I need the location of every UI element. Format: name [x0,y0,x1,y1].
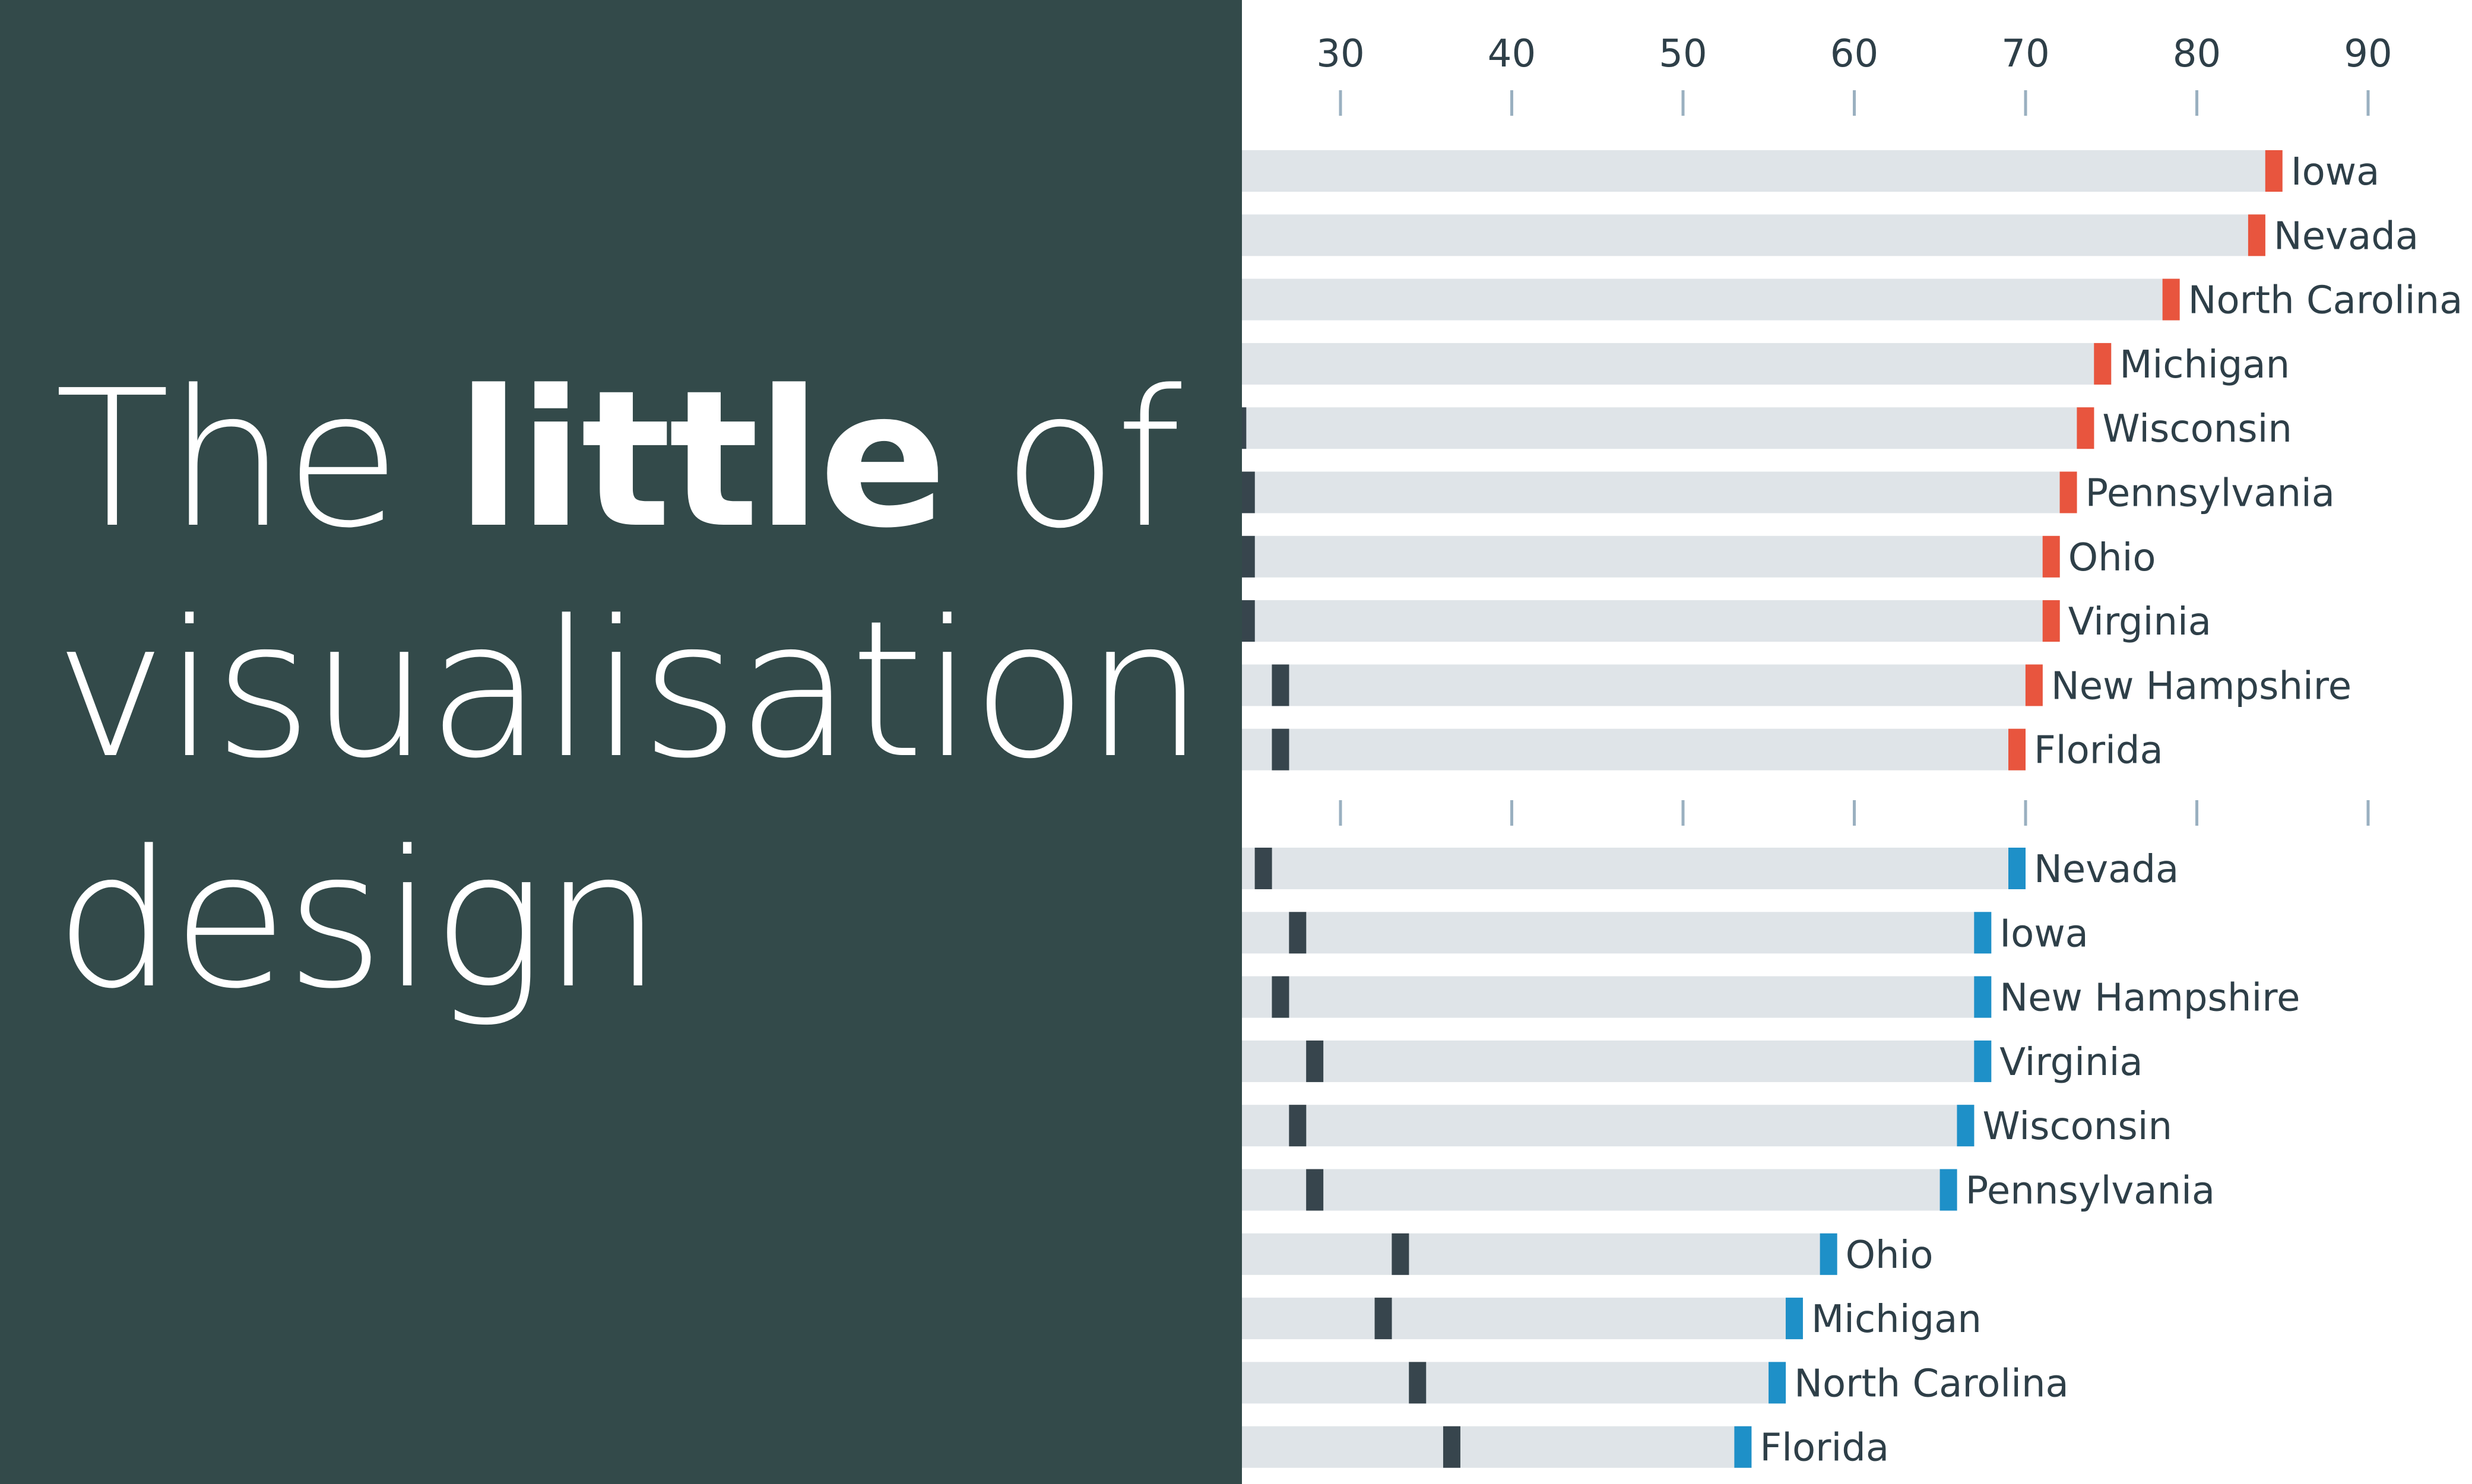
bar-track [1242,1426,1752,1468]
dark-marker [1272,976,1289,1018]
accent-marker [1734,1426,1752,1468]
category-label: Florida [1760,1426,1889,1470]
dark-marker [1306,1040,1324,1082]
accent-marker [1974,1040,1992,1082]
accent-marker [2248,214,2265,256]
category-label: North Carolina [2188,279,2463,323]
bar-track [1242,664,2043,706]
tick-label: 60 [1830,32,1878,76]
dark-marker [1242,471,1255,513]
dark-marker [1392,1233,1409,1275]
bar-track [1242,535,2060,578]
dark-marker [1443,1426,1460,1468]
title-line-3: design [55,810,663,1030]
bar-track [1242,343,2112,385]
bar-track [1242,214,2265,256]
dark-marker [1289,1105,1307,1147]
dark-marker [1306,1169,1324,1211]
category-label: Florida [2034,729,2163,773]
accent-marker [2162,278,2180,321]
category-label: New Hampshire [1999,976,2300,1020]
category-label: Pennsylvania [1966,1169,2215,1213]
category-label: Michigan [2119,343,2290,387]
bar-track [1242,1040,1992,1082]
title-line-2: visualisation [55,580,1205,800]
accent-marker [1820,1233,1837,1275]
category-label: Wisconsin [1982,1105,2172,1149]
title-bold-word: little [456,350,947,569]
bar-track [1242,1233,1837,1275]
page-title: The little of visualisation design [55,344,1205,1035]
accent-marker [1785,1298,1803,1340]
category-label: Iowa [2291,150,2380,194]
tick-label: 80 [2173,32,2221,76]
tick-label: 90 [2344,32,2392,76]
bar-track [1242,407,2094,449]
dark-marker [1409,1362,1427,1404]
bar-track [1242,1362,1786,1404]
bar-track [1242,600,2060,642]
bar-track [1242,471,2077,513]
category-label: Virginia [2068,600,2211,644]
category-label: Michigan [1811,1298,1982,1342]
accent-marker [2077,407,2094,449]
tick-label: 70 [2001,32,2049,76]
accent-marker [2025,664,2043,706]
accent-marker [1939,1169,1957,1211]
accent-marker [2008,848,2026,889]
title-panel: The little of visualisation design [0,0,1242,1484]
accent-marker [2265,150,2283,192]
bar-track [1242,1105,1975,1147]
bar-track [1242,912,1992,954]
dark-marker [1242,407,1247,449]
category-label: North Carolina [1794,1362,2069,1406]
category-label: Pennsylvania [2086,472,2335,516]
bar-track [1242,1169,1957,1211]
dark-marker [1272,664,1289,706]
category-label: Nevada [2274,214,2419,258]
bar-track [1242,848,2026,889]
dark-marker [1374,1298,1392,1340]
tick-label: 50 [1659,32,1707,76]
bar-track [1242,728,2026,770]
accent-marker [1769,1362,1786,1404]
bar-track [1242,976,1992,1018]
bar-track [1242,278,2180,321]
accent-marker [1957,1105,1975,1147]
accent-marker [2008,728,2026,770]
category-label: Virginia [1999,1041,2143,1085]
accent-marker [2059,471,2077,513]
title-line-1: The little of [55,344,1202,575]
category-label: Iowa [1999,912,2088,956]
dark-marker [1272,728,1289,770]
accent-marker [2042,535,2060,578]
tick-label: 30 [1316,32,1364,76]
dark-marker [1254,848,1272,889]
title-text: of [945,350,1182,569]
category-label: Wisconsin [2102,407,2292,451]
bar-track [1242,1298,1803,1340]
category-label: Nevada [2034,848,2179,892]
dark-marker [1289,912,1307,954]
accent-marker [1974,912,1992,954]
title-text: The [55,350,457,569]
dark-marker [1242,535,1255,578]
category-label: Ohio [2068,536,2156,580]
bar-track [1242,150,2283,192]
category-label: Ohio [1846,1234,1934,1277]
accent-marker [2042,600,2060,642]
tick-label: 40 [1488,32,1536,76]
accent-marker [2094,343,2112,385]
category-label: New Hampshire [2051,664,2351,708]
accent-marker [1974,976,1992,1018]
dark-marker [1242,600,1255,642]
